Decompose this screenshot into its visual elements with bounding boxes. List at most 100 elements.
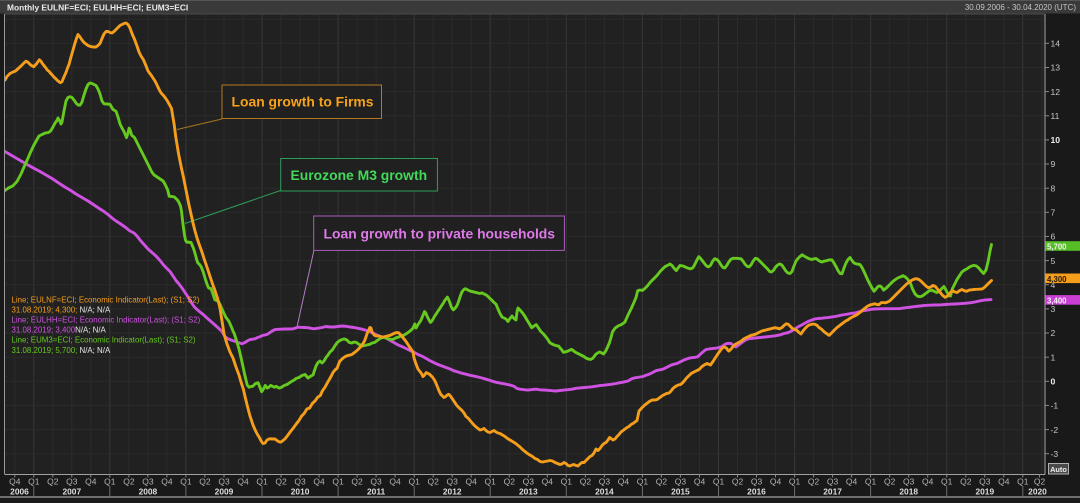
- svg-text:14: 14: [1051, 39, 1061, 49]
- svg-text:Line; EULNF=ECI; Economic Indi: Line; EULNF=ECI; Economic Indicator(Last…: [12, 295, 200, 304]
- svg-text:Q3: Q3: [903, 477, 915, 487]
- svg-text:Line; EUM3=ECI; Economic Indic: Line; EUM3=ECI; Economic Indicator(Last)…: [12, 336, 196, 345]
- svg-text:2016: 2016: [747, 487, 766, 497]
- svg-text:Q2: Q2: [656, 477, 668, 487]
- svg-text:Q1: Q1: [28, 477, 40, 487]
- svg-text:1: 1: [1051, 352, 1056, 362]
- svg-text:2013: 2013: [519, 487, 538, 497]
- svg-text:Q3: Q3: [294, 477, 306, 487]
- svg-text:-3: -3: [1051, 449, 1059, 459]
- svg-text:Q1: Q1: [180, 477, 192, 487]
- svg-text:Q3: Q3: [979, 477, 991, 487]
- svg-text:Q3: Q3: [370, 477, 382, 487]
- svg-text:4,300: 4,300: [1047, 275, 1067, 284]
- svg-text:Loan growth to Firms: Loan growth to Firms: [232, 94, 374, 110]
- svg-text:Q4: Q4: [618, 477, 630, 487]
- svg-text:-1: -1: [1051, 401, 1059, 411]
- svg-text:9: 9: [1051, 159, 1056, 169]
- svg-text:Q1: Q1: [332, 477, 344, 487]
- svg-text:8: 8: [1051, 183, 1056, 193]
- svg-text:Q1: Q1: [256, 477, 268, 487]
- svg-text:2014: 2014: [595, 487, 614, 497]
- svg-text:Q1: Q1: [1017, 477, 1029, 487]
- svg-text:Q4: Q4: [466, 477, 478, 487]
- svg-text:Q2: Q2: [123, 477, 135, 487]
- svg-text:Line; EULHH=ECI; Economic Indi: Line; EULHH=ECI; Economic Indicator(Last…: [12, 316, 201, 325]
- svg-text:2007: 2007: [62, 487, 81, 497]
- svg-text:0: 0: [1051, 377, 1056, 387]
- svg-text:Eurozone M3 growth: Eurozone M3 growth: [291, 167, 428, 183]
- svg-text:30.09.2006 - 30.04.2020 (UTC): 30.09.2006 - 30.04.2020 (UTC): [965, 3, 1077, 12]
- svg-text:Q3: Q3: [447, 477, 459, 487]
- svg-text:Q1: Q1: [865, 477, 877, 487]
- svg-text:2020: 2020: [1028, 487, 1047, 497]
- svg-text:Q3: Q3: [599, 477, 611, 487]
- svg-text:3,400: 3,400: [1047, 297, 1067, 306]
- svg-text:Q1: Q1: [713, 477, 725, 487]
- svg-text:31.08.2019; 4,300; N/A; N/A: 31.08.2019; 4,300; N/A; N/A: [12, 305, 111, 314]
- svg-text:2006: 2006: [10, 487, 29, 497]
- svg-text:Q3: Q3: [827, 477, 839, 487]
- svg-text:2012: 2012: [443, 487, 462, 497]
- svg-text:Q4: Q4: [770, 477, 782, 487]
- svg-text:Q1: Q1: [941, 477, 953, 487]
- svg-text:Q1: Q1: [561, 477, 573, 487]
- svg-text:Q1: Q1: [637, 477, 649, 487]
- svg-text:Q3: Q3: [66, 477, 78, 487]
- svg-text:2019: 2019: [975, 487, 994, 497]
- svg-text:Q3: Q3: [675, 477, 687, 487]
- svg-text:2: 2: [1051, 328, 1056, 338]
- svg-text:5,700: 5,700: [1047, 243, 1067, 252]
- svg-text:Q3: Q3: [142, 477, 154, 487]
- svg-text:Q4: Q4: [846, 477, 858, 487]
- svg-text:Q4: Q4: [85, 477, 97, 487]
- svg-text:Q1: Q1: [409, 477, 421, 487]
- svg-text:Q4: Q4: [9, 477, 21, 487]
- svg-text:6: 6: [1051, 232, 1056, 242]
- svg-text:12: 12: [1051, 87, 1061, 97]
- svg-text:11: 11: [1051, 111, 1060, 121]
- svg-text:7: 7: [1051, 208, 1056, 218]
- svg-text:Q2: Q2: [732, 477, 744, 487]
- svg-text:2018: 2018: [899, 487, 918, 497]
- svg-text:Q3: Q3: [751, 477, 763, 487]
- svg-text:2009: 2009: [215, 487, 234, 497]
- svg-text:Q2: Q2: [580, 477, 592, 487]
- svg-text:2015: 2015: [671, 487, 690, 497]
- svg-text:Q4: Q4: [161, 477, 173, 487]
- svg-text:Monthly EULNF=ECI; EULHH=ECI;: Monthly EULNF=ECI; EULHH=ECI; EUM3=ECI: [7, 3, 188, 13]
- svg-text:Q1: Q1: [485, 477, 497, 487]
- svg-text:2017: 2017: [823, 487, 842, 497]
- svg-text:Q2: Q2: [504, 477, 516, 487]
- svg-text:Q4: Q4: [694, 477, 706, 487]
- svg-text:10: 10: [1051, 135, 1061, 145]
- svg-text:Q4: Q4: [313, 477, 325, 487]
- svg-text:Q2: Q2: [199, 477, 211, 487]
- svg-text:13: 13: [1051, 63, 1061, 73]
- svg-text:Q3: Q3: [218, 477, 230, 487]
- svg-text:Q2: Q2: [47, 477, 59, 487]
- svg-text:Q1: Q1: [789, 477, 801, 487]
- svg-text:Q3: Q3: [523, 477, 535, 487]
- svg-text:Q2: Q2: [1034, 477, 1046, 487]
- svg-text:Q4: Q4: [542, 477, 554, 487]
- svg-text:Q4: Q4: [237, 477, 249, 487]
- svg-text:Auto: Auto: [1050, 465, 1067, 474]
- svg-text:Q1: Q1: [104, 477, 116, 487]
- svg-text:Q4: Q4: [998, 477, 1010, 487]
- svg-text:Q2: Q2: [351, 477, 363, 487]
- svg-text:2008: 2008: [139, 487, 158, 497]
- svg-text:Loan growth to private househo: Loan growth to private households: [324, 226, 556, 242]
- svg-text:Q2: Q2: [428, 477, 440, 487]
- svg-text:Q2: Q2: [960, 477, 972, 487]
- svg-text:Q2: Q2: [808, 477, 820, 487]
- svg-text:Q4: Q4: [389, 477, 401, 487]
- svg-text:-2: -2: [1051, 425, 1059, 435]
- svg-text:31.08.2019; 5,700; N/A; N/A: 31.08.2019; 5,700; N/A; N/A: [12, 346, 111, 355]
- svg-text:Q4: Q4: [922, 477, 934, 487]
- svg-text:Q2: Q2: [275, 477, 287, 487]
- svg-text:2010: 2010: [291, 487, 310, 497]
- svg-text:5: 5: [1051, 256, 1056, 266]
- svg-text:2011: 2011: [367, 487, 386, 497]
- svg-text:Q2: Q2: [884, 477, 896, 487]
